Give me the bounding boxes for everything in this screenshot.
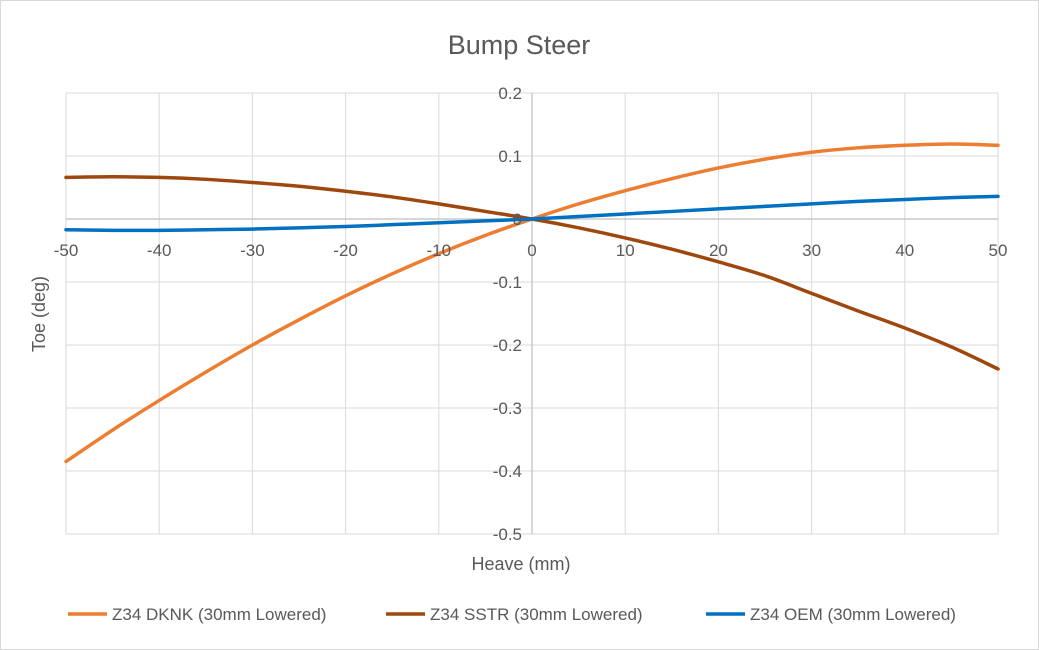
legend-label-2: Z34 OEM (30mm Lowered) — [750, 605, 956, 624]
y-axis-label: Toe (deg) — [29, 276, 49, 352]
x-tick-label: 20 — [709, 241, 728, 260]
x-tick-label: 0 — [527, 241, 536, 260]
y-tick-label: 0 — [513, 210, 522, 229]
legend-label-0: Z34 DKNK (30mm Lowered) — [112, 605, 326, 624]
x-tick-label: -40 — [147, 241, 172, 260]
y-tick-label: -0.4 — [493, 462, 522, 481]
tick-labels: -50 -40 -30 -20 -10 0 10 20 30 40 50 0.2 0.1 0 -0.1 -0.… — [54, 84, 1008, 544]
y-tick-label: -0.2 — [493, 336, 522, 355]
y-tick-label: -0.5 — [493, 525, 522, 544]
y-tick-label: 0.1 — [498, 147, 522, 166]
x-tick-label: 40 — [895, 241, 914, 260]
series-line-2 — [64, 194, 1000, 233]
y-tick-label: -0.3 — [493, 399, 522, 418]
x-tick-label: 10 — [616, 241, 635, 260]
x-axis-label: Heave (mm) — [471, 554, 570, 574]
x-tick-label: 30 — [802, 241, 821, 260]
legend-label-1: Z34 SSTR (30mm Lowered) — [430, 605, 643, 624]
y-tick-label: 0.2 — [498, 84, 522, 103]
series-lines — [64, 142, 1000, 464]
x-tick-label: -50 — [54, 241, 79, 260]
legend: Z34 DKNK (30mm Lowered) Z34 SSTR (30mm Lo… — [68, 605, 956, 624]
axes — [66, 93, 998, 534]
x-tick-label: -10 — [427, 241, 452, 260]
x-tick-label: 50 — [989, 241, 1008, 260]
x-tick-label: -20 — [333, 241, 358, 260]
x-tick-label: -30 — [240, 241, 265, 260]
chart-title: Bump Steer — [448, 30, 591, 60]
y-tick-label: -0.1 — [493, 273, 522, 292]
